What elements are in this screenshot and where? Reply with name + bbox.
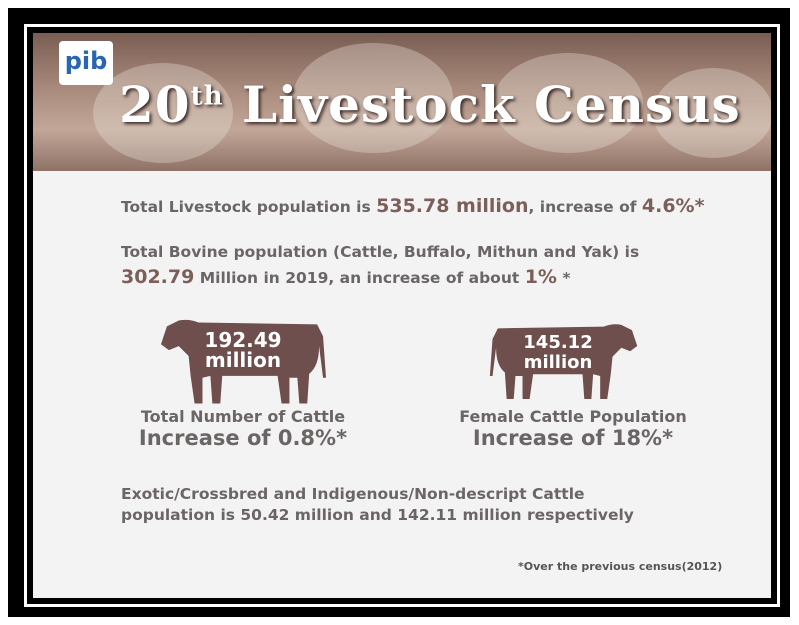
title-number: 20 xyxy=(119,75,191,134)
cow-unit: million xyxy=(523,352,593,373)
fact: Total Bovine population (Cattle, Buffalo… xyxy=(121,243,640,261)
fact: Total Livestock population is 535.78 mil… xyxy=(121,195,705,217)
title-suffix: th xyxy=(190,81,224,112)
caption-label: Total Number of Cattle xyxy=(140,407,346,426)
cow-label: 145.12 million xyxy=(503,333,613,373)
breeds-line: population is 50.42 million and 142.11 m… xyxy=(121,506,634,524)
cow-icon xyxy=(160,319,327,404)
frame-inner: pib 20th Livestock Census Total Livestoc… xyxy=(24,24,780,607)
fact-value: 1% xyxy=(524,266,557,288)
caption-change: Increase of 18%* xyxy=(472,426,674,450)
breeds-line: Exotic/Crossbred and Indigenous/Non-desc… xyxy=(121,485,585,503)
fact-value: 535.78 million xyxy=(376,195,529,217)
fact-value: 4.6%* xyxy=(641,195,705,217)
fact-text: * xyxy=(562,269,571,287)
caption-label: Female Cattle Population xyxy=(459,407,687,426)
cow-label: 192.49 million xyxy=(183,330,303,370)
cow-icon xyxy=(489,324,638,399)
infographic: pib 20th Livestock Census Total Livestoc… xyxy=(33,33,771,598)
cow-number: 145.12 xyxy=(523,332,593,353)
fact-text: Total Livestock population is xyxy=(121,198,371,216)
cow-number: 192.49 xyxy=(204,328,282,352)
title: 20th Livestock Census xyxy=(119,75,741,134)
caption-change: Increase of 0.8%* xyxy=(138,426,348,450)
footnote: *Over the previous census(2012) xyxy=(518,560,723,573)
cow-unit: million xyxy=(204,348,282,372)
title-text: Livestock Census xyxy=(241,75,741,134)
banner-shade xyxy=(293,43,453,153)
fact-text: , increase of xyxy=(528,198,637,216)
banner-shade xyxy=(653,68,771,158)
cow-caption: Total Number of Cattle Increase of 0.8%* xyxy=(123,407,363,450)
banner-shade xyxy=(93,63,233,163)
frame: pib 20th Livestock Census Total Livestoc… xyxy=(8,8,790,617)
fact-text: Million in 2019, an increase of about xyxy=(199,269,520,287)
fact-value: 302.79 xyxy=(121,266,195,288)
cow-caption: Female Cattle Population Increase of 18%* xyxy=(443,407,703,450)
fact: 302.79 Million in 2019, an increase of a… xyxy=(121,266,570,288)
logo: pib xyxy=(59,41,113,85)
banner-shade xyxy=(493,53,643,153)
banner: pib 20th Livestock Census xyxy=(33,33,771,171)
